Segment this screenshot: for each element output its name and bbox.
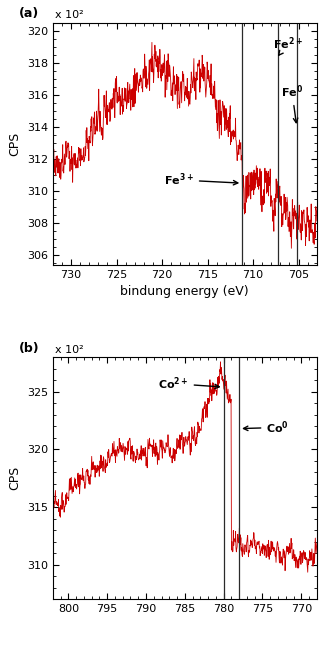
Text: $\mathdefault{Fe^{3+}}$: $\mathdefault{Fe^{3+}}$ <box>164 172 238 189</box>
Text: (a): (a) <box>18 7 39 20</box>
Text: $\mathdefault{Co^{2+}}$: $\mathdefault{Co^{2+}}$ <box>158 375 219 392</box>
Text: $\mathdefault{Co^{0}}$: $\mathdefault{Co^{0}}$ <box>244 419 289 435</box>
Text: (b): (b) <box>18 341 39 354</box>
Text: x 10²: x 10² <box>55 345 84 354</box>
Y-axis label: CPS: CPS <box>8 466 21 491</box>
Text: $\mathdefault{Fe^{2+}}$: $\mathdefault{Fe^{2+}}$ <box>273 35 303 55</box>
Y-axis label: CPS: CPS <box>8 132 21 156</box>
Text: x 10²: x 10² <box>55 10 84 20</box>
X-axis label: bindung energy (eV): bindung energy (eV) <box>120 285 249 299</box>
Text: $\mathdefault{Fe^{0}}$: $\mathdefault{Fe^{0}}$ <box>281 84 303 122</box>
